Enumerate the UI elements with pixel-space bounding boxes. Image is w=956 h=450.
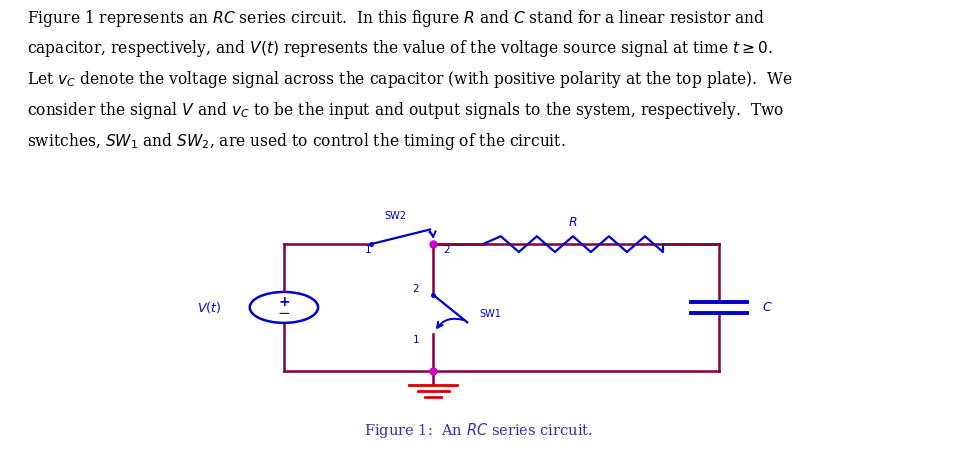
Text: Figure 1 represents an $RC$ series circuit.  In this figure $R$ and $C$ stand fo: Figure 1 represents an $RC$ series circu… (27, 8, 793, 152)
Text: 1: 1 (364, 245, 371, 255)
Text: Figure 1:  An $RC$ series circuit.: Figure 1: An $RC$ series circuit. (363, 421, 593, 440)
Text: $V(t)$: $V(t)$ (197, 300, 222, 315)
Text: SW2: SW2 (384, 211, 407, 221)
Text: 1: 1 (412, 334, 419, 345)
Text: −: − (277, 306, 291, 321)
Text: 2: 2 (444, 245, 450, 255)
Text: +: + (278, 295, 290, 309)
Text: 2: 2 (412, 284, 419, 294)
Text: SW1: SW1 (480, 310, 502, 320)
Text: C: C (763, 301, 771, 314)
Text: R: R (569, 216, 577, 230)
